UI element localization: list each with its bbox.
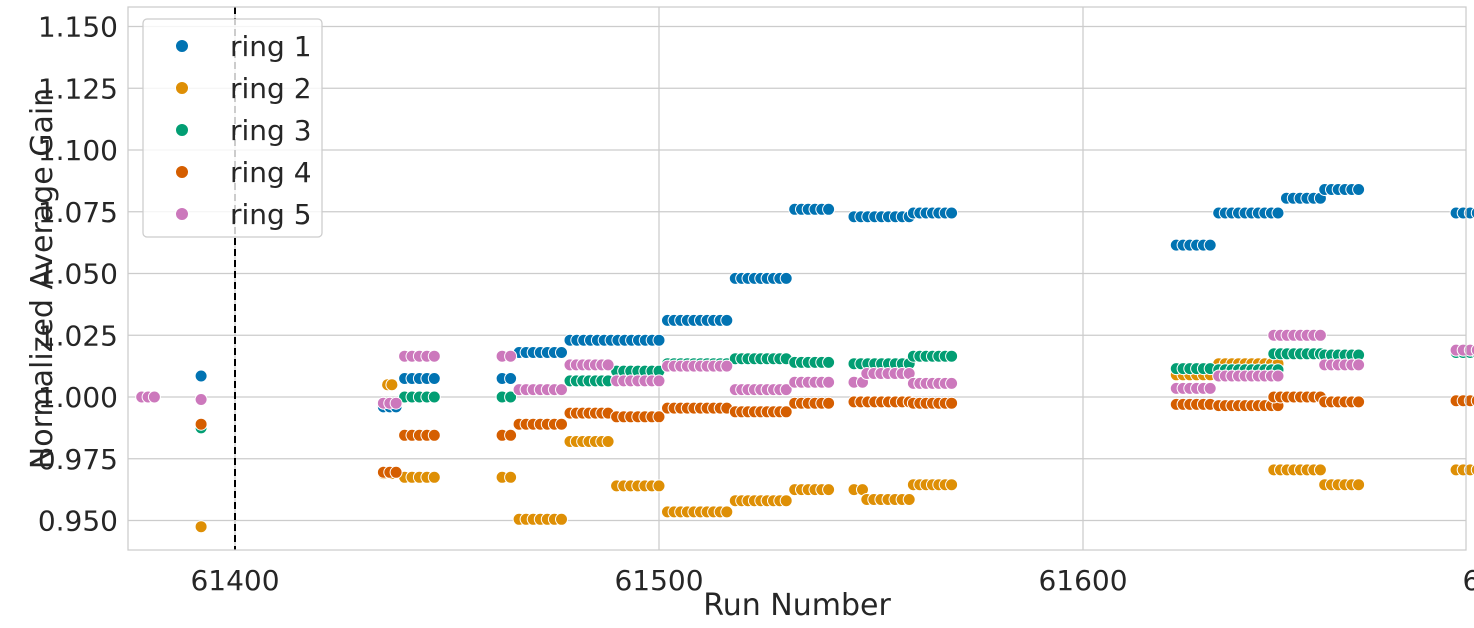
data-point xyxy=(779,383,793,397)
data-point xyxy=(779,271,793,285)
data-point xyxy=(1470,395,1474,407)
y-axis-title: Normalized Average Gain xyxy=(25,88,60,469)
data-point xyxy=(822,396,836,410)
data-point xyxy=(1271,206,1285,220)
x-axis-title: Run Number xyxy=(703,588,891,623)
data-point xyxy=(504,470,518,484)
data-point xyxy=(652,479,666,493)
data-point xyxy=(504,390,518,404)
data-point xyxy=(555,417,568,431)
data-point xyxy=(822,375,836,389)
y-tick-label: 1.075 xyxy=(38,196,118,229)
data-point xyxy=(385,378,399,392)
y-tick-label: 0.950 xyxy=(38,505,118,538)
data-point xyxy=(945,206,959,220)
data-point xyxy=(601,358,615,372)
data-point xyxy=(194,369,208,383)
data-point xyxy=(1313,463,1327,477)
series-ring-5 xyxy=(135,328,1474,410)
data-point xyxy=(652,410,666,424)
data-point xyxy=(427,470,441,484)
series-ring-2 xyxy=(194,357,1474,534)
data-point xyxy=(1470,464,1474,476)
data-point xyxy=(945,396,959,410)
data-point xyxy=(427,428,441,442)
data-point xyxy=(504,428,518,442)
plot-frame xyxy=(127,6,1467,551)
x-tick-labels: 614006150061600617006180061900 xyxy=(190,564,1474,597)
data-point xyxy=(779,405,793,419)
data-point xyxy=(902,493,916,506)
data-point xyxy=(147,390,161,404)
legend-marker xyxy=(175,81,189,95)
data-point xyxy=(504,372,518,385)
data-point xyxy=(504,349,518,363)
data-point xyxy=(945,376,959,390)
legend-label: ring 2 xyxy=(230,72,312,105)
data-point xyxy=(945,349,959,363)
data-point xyxy=(1271,369,1285,383)
data-point xyxy=(1470,207,1474,219)
legend-label: ring 1 xyxy=(230,30,312,63)
data-point xyxy=(389,465,403,479)
grid-lines xyxy=(128,7,1466,550)
x-tick-label: 61400 xyxy=(190,564,279,597)
legend-marker xyxy=(175,123,189,137)
legend-label: ring 5 xyxy=(230,198,312,231)
data-point xyxy=(822,483,836,497)
x-tick-label: 61700 xyxy=(1462,564,1474,597)
data-point xyxy=(427,372,441,385)
data-point xyxy=(1203,238,1217,252)
data-point xyxy=(1203,381,1217,395)
data-point xyxy=(945,478,959,492)
data-point xyxy=(194,520,208,534)
legend-marker xyxy=(175,165,189,179)
data-point xyxy=(652,333,666,347)
data-point xyxy=(194,393,208,406)
data-point xyxy=(822,202,836,216)
data-point xyxy=(779,494,793,508)
data-point xyxy=(555,512,568,526)
data-point xyxy=(720,313,734,327)
data-point xyxy=(720,505,734,519)
data-point xyxy=(1470,344,1474,356)
plot-background xyxy=(128,7,1466,550)
y-tick-label: 1.150 xyxy=(38,11,118,44)
data-points xyxy=(135,183,1474,534)
data-point xyxy=(194,417,208,431)
y-tick-label: 0.975 xyxy=(38,443,118,476)
y-tick-labels: 0.950 0.975 1.000 1.025 1.050 1.075 1.100 1.125… xyxy=(38,11,118,538)
data-point xyxy=(822,355,836,369)
series-ring-1 xyxy=(194,183,1474,414)
data-point xyxy=(555,346,568,359)
legend-frame xyxy=(142,18,323,238)
y-tick-label: 1.100 xyxy=(38,134,118,167)
x-tick-label: 61500 xyxy=(614,564,703,597)
data-point xyxy=(427,349,441,363)
x-tick-label: 61600 xyxy=(1038,564,1127,597)
series-ring-4 xyxy=(194,390,1474,479)
data-point xyxy=(601,435,615,448)
legend-label: ring 4 xyxy=(230,156,312,189)
data-point xyxy=(720,359,734,373)
data-point xyxy=(555,383,568,397)
y-tick-label: 1.000 xyxy=(38,381,118,414)
y-tick-label: 1.125 xyxy=(38,72,118,105)
data-point xyxy=(652,374,666,388)
data-point xyxy=(389,396,403,410)
y-tick-label: 1.025 xyxy=(38,319,118,352)
data-point xyxy=(1352,478,1366,492)
legend-label: ring 3 xyxy=(230,114,312,147)
legend: ring 1 ring 2 ring 3 ring 4 ring 5 xyxy=(142,18,323,238)
data-point xyxy=(1352,395,1366,409)
data-point xyxy=(1352,358,1366,372)
y-tick-label: 1.050 xyxy=(38,258,118,291)
data-point xyxy=(1313,328,1327,342)
data-point xyxy=(1352,183,1366,196)
data-point xyxy=(427,390,441,404)
legend-marker xyxy=(175,39,189,53)
legend-marker xyxy=(175,207,189,221)
